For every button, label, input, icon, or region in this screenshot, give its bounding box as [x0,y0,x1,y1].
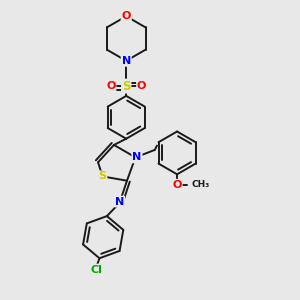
Text: O: O [122,11,131,21]
Text: N: N [122,56,131,66]
Text: Cl: Cl [91,265,102,275]
Text: N: N [115,196,124,206]
Text: O: O [106,81,116,91]
Text: S: S [122,80,130,93]
Text: S: S [98,171,106,182]
Text: N: N [132,152,142,162]
Text: O: O [137,81,146,91]
Text: O: O [172,180,182,190]
Text: CH₃: CH₃ [191,180,210,189]
